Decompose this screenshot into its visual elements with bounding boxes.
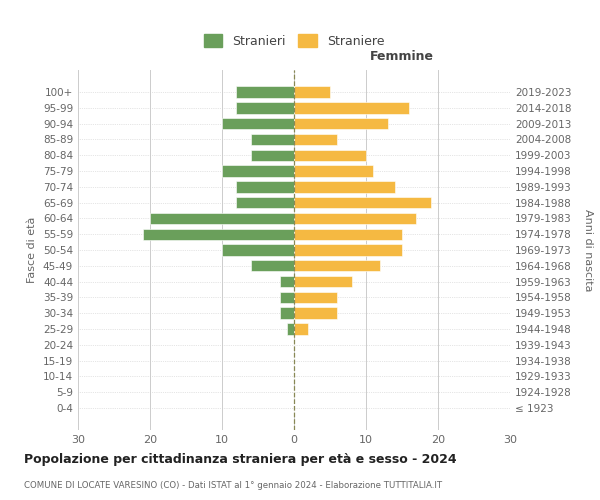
Bar [150, 212, 294, 224]
Bar [251, 260, 294, 272]
Bar [280, 292, 294, 303]
Bar [236, 86, 294, 98]
Bar [294, 276, 352, 287]
Bar [222, 244, 294, 256]
Bar [294, 292, 337, 303]
Text: Femmine: Femmine [370, 50, 434, 63]
Bar [251, 150, 294, 161]
Bar [294, 181, 395, 192]
Bar [294, 260, 380, 272]
Bar [294, 228, 402, 240]
Bar [294, 197, 431, 208]
Bar [222, 118, 294, 130]
Bar [294, 212, 416, 224]
Bar [294, 150, 366, 161]
Y-axis label: Fasce di età: Fasce di età [28, 217, 37, 283]
Bar [280, 308, 294, 319]
Bar [294, 244, 402, 256]
Bar [280, 276, 294, 287]
Bar [236, 197, 294, 208]
Bar [251, 134, 294, 145]
Bar [294, 86, 330, 98]
Bar [294, 308, 337, 319]
Bar [294, 324, 308, 334]
Bar [294, 166, 373, 176]
Bar [294, 134, 337, 145]
Bar [222, 166, 294, 176]
Y-axis label: Anni di nascita: Anni di nascita [583, 209, 593, 291]
Text: Popolazione per cittadinanza straniera per età e sesso - 2024: Popolazione per cittadinanza straniera p… [24, 452, 457, 466]
Bar [236, 181, 294, 192]
Bar [287, 324, 294, 334]
Bar [294, 102, 409, 114]
Text: COMUNE DI LOCATE VARESINO (CO) - Dati ISTAT al 1° gennaio 2024 - Elaborazione TU: COMUNE DI LOCATE VARESINO (CO) - Dati IS… [24, 480, 442, 490]
Bar [143, 228, 294, 240]
Legend: Stranieri, Straniere: Stranieri, Straniere [199, 30, 389, 53]
Bar [294, 118, 388, 130]
Bar [236, 102, 294, 114]
